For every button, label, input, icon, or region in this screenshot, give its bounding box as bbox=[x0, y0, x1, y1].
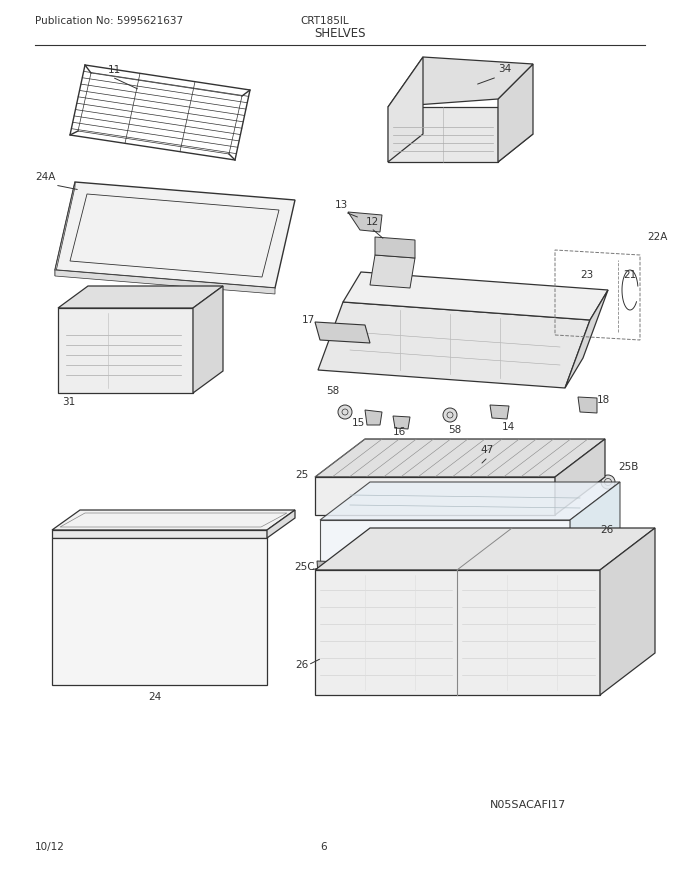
Text: 17: 17 bbox=[302, 315, 316, 325]
Text: Publication No: 5995621637: Publication No: 5995621637 bbox=[35, 16, 183, 26]
Polygon shape bbox=[388, 107, 498, 162]
Text: N05SACAFI17: N05SACAFI17 bbox=[490, 800, 566, 810]
Polygon shape bbox=[315, 322, 370, 343]
Polygon shape bbox=[365, 410, 382, 425]
Text: 15: 15 bbox=[352, 418, 365, 428]
Text: 58: 58 bbox=[326, 386, 339, 396]
Polygon shape bbox=[320, 520, 570, 570]
Polygon shape bbox=[388, 57, 423, 162]
Text: 31: 31 bbox=[62, 397, 75, 407]
Polygon shape bbox=[348, 212, 382, 232]
Polygon shape bbox=[320, 482, 620, 520]
Polygon shape bbox=[315, 477, 555, 515]
Text: 47: 47 bbox=[480, 445, 493, 455]
Polygon shape bbox=[58, 308, 193, 393]
Polygon shape bbox=[343, 272, 608, 320]
Text: 11: 11 bbox=[108, 65, 121, 75]
Text: 10/12: 10/12 bbox=[35, 842, 65, 852]
Polygon shape bbox=[388, 57, 533, 107]
Polygon shape bbox=[315, 439, 605, 477]
Text: 23: 23 bbox=[580, 270, 593, 280]
Circle shape bbox=[567, 304, 583, 320]
Polygon shape bbox=[375, 237, 415, 258]
Text: 22A: 22A bbox=[647, 232, 667, 242]
Circle shape bbox=[338, 405, 352, 419]
Text: 25C: 25C bbox=[294, 562, 315, 572]
Text: 58: 58 bbox=[448, 425, 461, 435]
Polygon shape bbox=[55, 182, 75, 276]
Text: 16: 16 bbox=[393, 427, 406, 437]
Polygon shape bbox=[317, 561, 342, 575]
Polygon shape bbox=[393, 416, 410, 429]
Polygon shape bbox=[555, 439, 605, 515]
Polygon shape bbox=[315, 570, 600, 695]
Text: 24A: 24A bbox=[35, 172, 55, 182]
Polygon shape bbox=[570, 482, 620, 570]
Text: 26: 26 bbox=[600, 525, 613, 535]
Text: 6: 6 bbox=[320, 842, 326, 852]
Text: 18: 18 bbox=[597, 395, 610, 405]
Circle shape bbox=[601, 475, 615, 489]
Polygon shape bbox=[600, 528, 655, 695]
Text: CRT185IL: CRT185IL bbox=[300, 16, 349, 26]
Text: 25: 25 bbox=[295, 470, 308, 480]
Polygon shape bbox=[498, 64, 533, 162]
Text: SHELVES: SHELVES bbox=[314, 27, 366, 40]
Polygon shape bbox=[52, 538, 267, 685]
Polygon shape bbox=[388, 134, 533, 162]
Text: 13: 13 bbox=[335, 200, 348, 210]
Text: 14: 14 bbox=[502, 422, 515, 432]
Polygon shape bbox=[490, 405, 509, 419]
Polygon shape bbox=[578, 397, 597, 413]
Polygon shape bbox=[315, 528, 655, 570]
Polygon shape bbox=[318, 302, 590, 388]
Text: 34: 34 bbox=[498, 64, 511, 74]
Polygon shape bbox=[565, 290, 608, 388]
Circle shape bbox=[561, 298, 589, 326]
Polygon shape bbox=[52, 530, 267, 538]
Polygon shape bbox=[55, 270, 275, 294]
Circle shape bbox=[443, 408, 457, 422]
Polygon shape bbox=[267, 510, 295, 538]
Text: 12: 12 bbox=[366, 217, 379, 227]
Polygon shape bbox=[58, 286, 223, 308]
Text: 21: 21 bbox=[623, 270, 636, 280]
Polygon shape bbox=[193, 286, 223, 393]
Polygon shape bbox=[370, 255, 415, 288]
Text: 26: 26 bbox=[295, 660, 308, 670]
Text: 25B: 25B bbox=[618, 462, 639, 472]
Text: 24: 24 bbox=[148, 692, 161, 702]
Polygon shape bbox=[55, 182, 295, 288]
Polygon shape bbox=[52, 510, 295, 530]
